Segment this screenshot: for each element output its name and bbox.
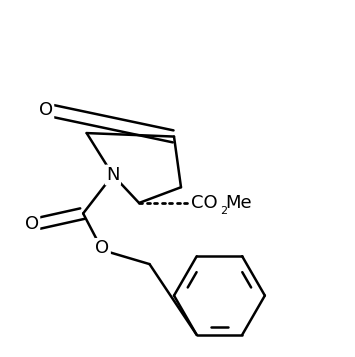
Text: CO: CO: [191, 194, 217, 212]
Text: 2: 2: [220, 206, 228, 216]
Text: O: O: [25, 215, 39, 233]
Text: N: N: [106, 166, 120, 184]
Text: O: O: [95, 240, 109, 257]
Text: O: O: [39, 101, 53, 119]
Text: Me: Me: [226, 194, 252, 212]
